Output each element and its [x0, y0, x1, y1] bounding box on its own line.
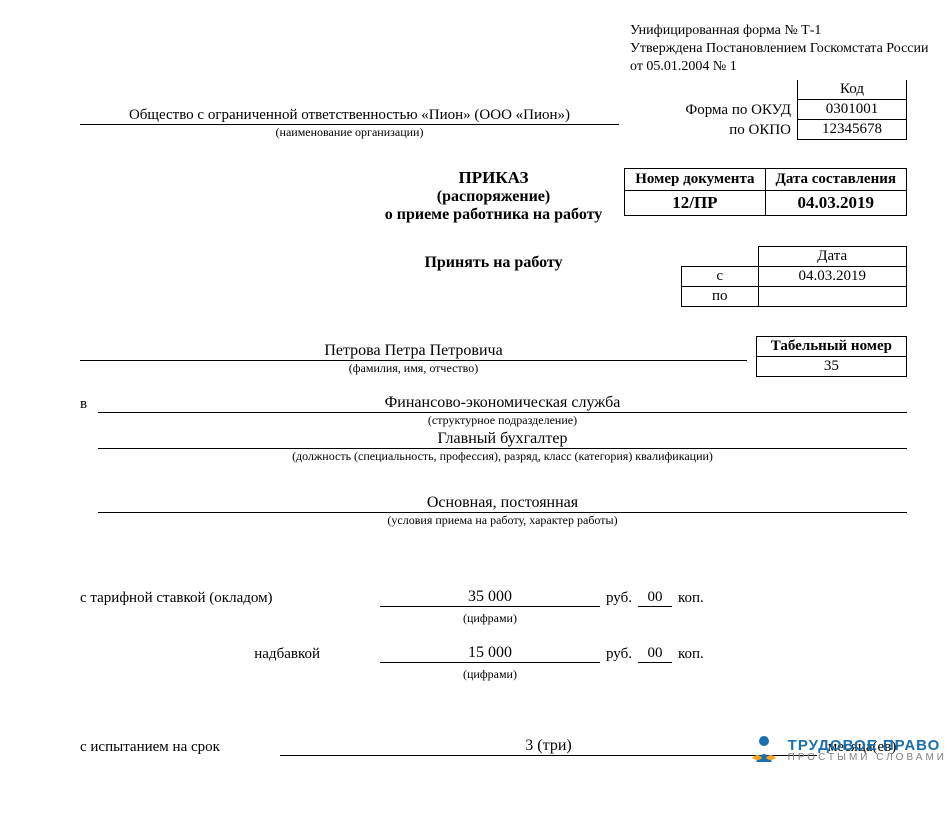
form-header-line2: Утверждена Постановлением Госкомстата Ро…	[630, 40, 929, 58]
conditions-caption: (условия приема на работу, характер рабо…	[98, 513, 907, 528]
form-header-line1: Унифицированная форма № Т-1	[630, 22, 929, 40]
position-value: Главный бухгалтер	[98, 430, 907, 449]
tab-value: 35	[756, 357, 906, 377]
tab-head: Табельный номер	[756, 337, 906, 357]
doc-date-head: Дата составления	[765, 169, 906, 191]
watermark-line1: ТРУДОВОЕ ПРАВО	[788, 738, 947, 753]
salary-bonus-caption: (цифрами)	[380, 667, 600, 682]
tab-number-box: Табельный номер 35	[756, 336, 907, 377]
form-header-line3: от 05.01.2004 № 1	[630, 58, 929, 76]
org-name: Общество с ограниченной ответственностью…	[80, 107, 619, 125]
salary-rate-value: 35 000	[380, 588, 600, 607]
dept-block: в Финансово-экономическая служба (структ…	[80, 394, 907, 428]
form-header: Унифицированная форма № Т-1 Утверждена П…	[630, 22, 929, 77]
employee-fio-caption: (фамилия, имя, отчество)	[80, 361, 747, 376]
watermark-icon	[746, 732, 782, 768]
employee-fio: Петрова Петра Петровича	[80, 342, 747, 361]
watermark: ТРУДОВОЕ ПРАВО ПРОСТЫМИ СЛОВАМИ	[746, 732, 947, 768]
trial-value: 3 (три)	[280, 737, 817, 756]
dept-value: Финансово-экономическая служба	[98, 394, 907, 413]
doc-meta-table: Номер документа Дата составления 12/ПР 0…	[624, 168, 907, 216]
hire-block: Дата с 04.03.2019 по Принять на работу	[80, 254, 907, 272]
okud-value: 0301001	[797, 100, 907, 120]
salary-kop-label: коп.	[672, 590, 710, 607]
doc-date-value: 04.03.2019	[765, 191, 906, 216]
salary-rub: руб.	[600, 590, 638, 607]
salary-rate-caption: (цифрами)	[380, 611, 600, 626]
employee-block: Табельный номер 35 Петрова Петра Петрови…	[80, 342, 907, 376]
okpo-label: по ОКПО	[627, 120, 797, 140]
dept-prefix: в	[80, 396, 98, 413]
hire-table: Дата с 04.03.2019 по	[681, 246, 907, 307]
salary-kop-label2: коп.	[672, 646, 710, 663]
hire-from-value: 04.03.2019	[758, 267, 907, 287]
salary-bonus-kop: 00	[638, 645, 672, 663]
position-block: Главный бухгалтер (должность (специально…	[80, 430, 907, 464]
conditions-block: Основная, постоянная (условия приема на …	[80, 494, 907, 528]
trial-label: с испытанием на срок	[80, 739, 280, 756]
page: Унифицированная форма № Т-1 Утверждена П…	[0, 0, 947, 776]
salary-rate-label: с тарифной ставкой (окладом)	[80, 590, 320, 607]
hire-to-label: по	[681, 287, 758, 307]
dept-caption: (структурное подразделение)	[98, 413, 907, 428]
doc-num-value: 12/ПР	[625, 191, 765, 216]
salary-rub2: руб.	[600, 646, 638, 663]
hire-to-value	[758, 287, 907, 307]
salary-block: с тарифной ставкой (окладом) 35 000 руб.…	[80, 588, 907, 682]
salary-bonus-value: 15 000	[380, 644, 600, 663]
watermark-line2: ПРОСТЫМИ СЛОВАМИ	[788, 753, 947, 763]
position-caption: (должность (специальность, профессия), р…	[98, 449, 907, 464]
code-box: Код Форма по ОКУД 0301001 по ОКПО 123456…	[627, 80, 907, 140]
org-caption: (наименование организации)	[80, 125, 619, 140]
conditions-value: Основная, постоянная	[98, 494, 907, 513]
okud-label: Форма по ОКУД	[627, 100, 797, 120]
hire-from-label: с	[681, 267, 758, 287]
doc-num-head: Номер документа	[625, 169, 765, 191]
code-head: Код	[797, 80, 907, 100]
hire-date-head: Дата	[758, 247, 907, 267]
okpo-value: 12345678	[797, 120, 907, 140]
salary-rate-kop: 00	[638, 589, 672, 607]
salary-bonus-label: надбавкой	[80, 646, 320, 663]
